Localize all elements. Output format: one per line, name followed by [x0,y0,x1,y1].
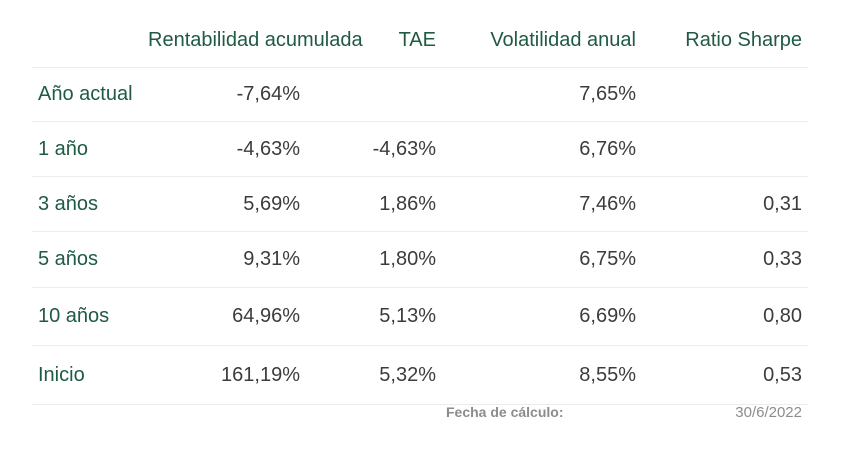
table-row: Inicio 161,19% 5,32% 8,55% 0,53 [32,345,808,405]
header-rentabilidad: Rentabilidad acumulada [142,14,363,68]
row-label: 3 años [32,176,142,232]
cell-volatilidad: 8,55% [442,345,642,405]
cell-sharpe: 0,33 [642,231,808,288]
cell-tae [306,67,442,122]
row-label: 1 año [32,121,142,177]
cell-rentabilidad: 64,96% [142,287,306,346]
row-label: 5 años [32,231,142,288]
header-tae: TAE [306,14,442,68]
header-sharpe: Ratio Sharpe [642,14,808,68]
cell-sharpe: 0,31 [642,176,808,232]
cell-sharpe: 0,80 [642,287,808,346]
cell-rentabilidad: 5,69% [142,176,306,232]
header-period [32,14,142,68]
table-row: 10 años 64,96% 5,13% 6,69% 0,80 [32,287,808,346]
table-header-row: Rentabilidad acumulada TAE Volatilidad a… [32,14,808,68]
cell-sharpe [642,67,808,122]
table-row: 1 año -4,63% -4,63% 6,76% [32,121,808,177]
cell-rentabilidad: -7,64% [142,67,306,122]
table-row: 5 años 9,31% 1,80% 6,75% 0,33 [32,231,808,288]
row-label: 10 años [32,287,142,346]
cell-tae: 1,86% [306,176,442,232]
cell-volatilidad: 7,46% [442,176,642,232]
cell-tae: 1,80% [306,231,442,288]
returns-table: Rentabilidad acumulada TAE Volatilidad a… [32,14,808,405]
cell-tae: 5,32% [306,345,442,405]
cell-volatilidad: 7,65% [442,67,642,122]
cell-tae: 5,13% [306,287,442,346]
cell-tae: -4,63% [306,121,442,177]
calculation-date: Fecha de cálculo: 30/6/2022 [32,404,808,426]
cell-volatilidad: 6,75% [442,231,642,288]
header-volatilidad: Volatilidad anual [442,14,642,68]
row-label: Año actual [32,67,142,122]
table-row: Año actual -7,64% 7,65% [32,67,808,122]
calculation-date-value: 30/6/2022 [735,404,802,421]
cell-volatilidad: 6,69% [442,287,642,346]
table-row: 3 años 5,69% 1,86% 7,46% 0,31 [32,176,808,232]
cell-sharpe: 0,53 [642,345,808,405]
cell-rentabilidad: 161,19% [142,345,306,405]
row-label: Inicio [32,345,142,405]
cell-rentabilidad: 9,31% [142,231,306,288]
cell-sharpe [642,121,808,177]
cell-volatilidad: 6,76% [442,121,642,177]
cell-rentabilidad: -4,63% [142,121,306,177]
calculation-date-label: Fecha de cálculo: [446,404,564,420]
